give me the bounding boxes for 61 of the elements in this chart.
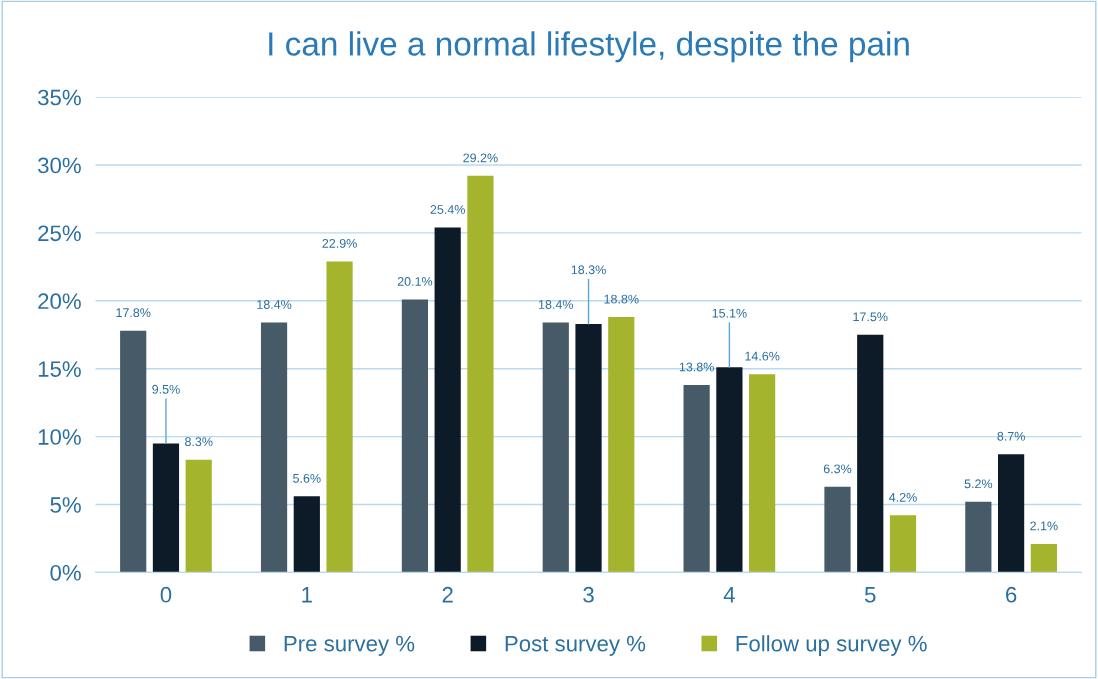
data-label: 5.2% xyxy=(964,479,993,489)
x-tick-label: 4 xyxy=(723,587,735,603)
x-tick-label: 3 xyxy=(583,586,594,603)
y-tick-label: 35% xyxy=(38,89,81,106)
y-tick-label: 25% xyxy=(38,225,81,242)
y-tick-label: 0% xyxy=(50,564,81,581)
data-label: 13.8% xyxy=(679,362,714,372)
bar xyxy=(965,501,992,573)
y-tick-label: 15% xyxy=(38,361,81,377)
bar xyxy=(998,454,1025,573)
bar xyxy=(749,374,776,573)
bar xyxy=(467,175,494,573)
data-label: 4.2% xyxy=(889,492,917,502)
x-tick-label: 6 xyxy=(1006,586,1017,603)
legend-label: Follow up survey % xyxy=(736,635,927,656)
bar xyxy=(326,261,353,573)
data-label: 5.6% xyxy=(293,473,321,483)
y-tick-label: 30% xyxy=(38,157,81,174)
y-tick-label: 20% xyxy=(38,293,81,310)
chart-title: I can live a normal lifestyle, despite the pain xyxy=(269,31,909,63)
legend-label: Post survey % xyxy=(505,635,646,656)
legend-label: Pre survey % xyxy=(284,635,415,656)
data-label: 6.3% xyxy=(823,464,852,474)
bar xyxy=(824,486,851,573)
bar xyxy=(260,322,288,573)
y-tick-label: 10% xyxy=(38,429,81,445)
x-tick-label: 1 xyxy=(302,587,312,603)
x-tick-label: 0 xyxy=(160,586,172,603)
x-tick-label: 2 xyxy=(442,586,453,603)
data-label: 25.4% xyxy=(430,205,465,214)
bar xyxy=(889,515,917,573)
data-label: 18.4% xyxy=(257,300,292,309)
bar xyxy=(575,323,602,573)
data-label: 20.1% xyxy=(397,277,433,286)
data-label: 9.5% xyxy=(152,384,180,394)
bar xyxy=(542,322,569,573)
bar xyxy=(120,330,147,573)
bar xyxy=(716,367,743,573)
bar xyxy=(152,443,180,573)
bar xyxy=(434,227,461,573)
data-label: 17.5% xyxy=(853,312,888,322)
data-label: 18.8% xyxy=(604,294,639,304)
y-tick-label: 5% xyxy=(50,497,81,513)
data-label: 8.3% xyxy=(185,437,213,447)
data-label: 2.1% xyxy=(1030,521,1058,531)
bar xyxy=(683,384,710,573)
bar xyxy=(401,299,429,573)
bar xyxy=(857,334,884,573)
data-label: 29.2% xyxy=(463,153,498,163)
bar xyxy=(1030,543,1057,573)
data-label: 22.9% xyxy=(322,238,357,248)
bar xyxy=(293,496,320,573)
bar xyxy=(608,317,635,573)
data-label: 17.8% xyxy=(116,308,151,318)
bar xyxy=(185,459,212,573)
data-label: 18.3% xyxy=(571,265,606,275)
x-tick-label: 5 xyxy=(864,587,876,603)
data-label: 18.4% xyxy=(539,300,574,309)
data-label: 15.1% xyxy=(712,308,747,318)
data-label: 8.7% xyxy=(997,431,1025,441)
data-label: 14.6% xyxy=(745,351,780,361)
